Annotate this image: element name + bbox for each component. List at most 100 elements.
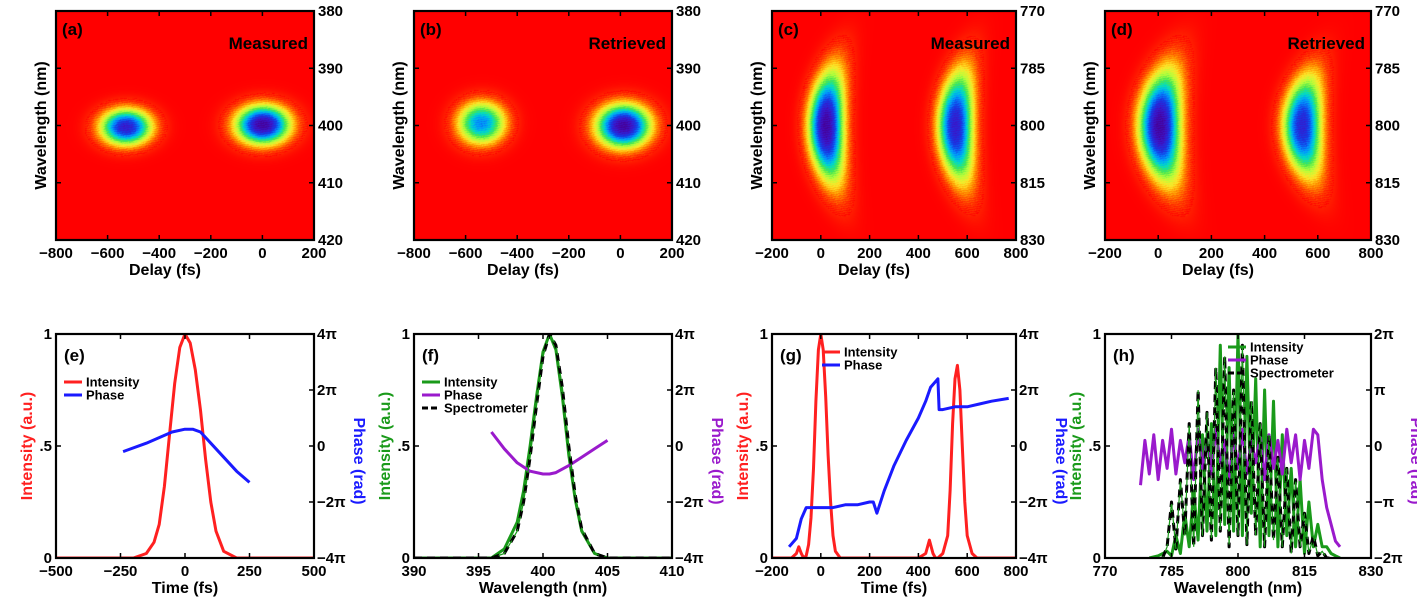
panel-label: (a) (62, 20, 83, 39)
y-tick-label: .5 (397, 438, 410, 455)
y-tick-label: 1 (1093, 326, 1101, 343)
x-tick-label: −800 (397, 245, 431, 262)
x-axis-label: Delay (fs) (129, 262, 201, 279)
legend-label-phase: Phase (444, 388, 482, 403)
x-tick-label: −200 (755, 245, 789, 262)
y-tick-label: 0 (1093, 550, 1101, 567)
x-axis-label: Wavelength (nm) (479, 580, 607, 597)
y2-tick-label: −2π (675, 494, 704, 511)
x-tick-label: 405 (595, 563, 620, 580)
x-tick-label: −600 (449, 245, 483, 262)
y2-tick-label: −2π (1019, 494, 1048, 511)
series-line-phase (787, 377, 1009, 548)
panel-label: (d) (1111, 20, 1133, 39)
legend-label-intensity: Intensity (1250, 340, 1304, 355)
legend-label-phase: Phase (86, 388, 124, 403)
x-tick-label: 200 (857, 563, 882, 580)
x-tick-label: 0 (817, 245, 825, 262)
y-tick-label: 0 (760, 550, 768, 567)
y-tick-label: 380 (676, 3, 701, 20)
y2-tick-label: −4π (1019, 550, 1048, 567)
plot-background (56, 334, 314, 558)
x-tick-label: 0 (258, 245, 266, 262)
x-tick-label: 400 (1252, 245, 1277, 262)
legend-label-intensity: Intensity (844, 345, 898, 360)
y-tick-label: 800 (1020, 118, 1045, 135)
panel-label: (e) (64, 346, 85, 365)
legend-label-intensity: Intensity (86, 375, 140, 390)
legend-label-intensity: Intensity (444, 375, 498, 390)
panel-title: Retrieved (1288, 34, 1365, 53)
y-tick-label: 0 (402, 550, 410, 567)
y-axis-label: Wavelength (nm) (1082, 61, 1099, 189)
y-tick-label: 785 (1020, 60, 1045, 77)
y-tick-label: 400 (676, 118, 701, 135)
y2-tick-label: 0 (317, 438, 325, 455)
y-axis-label-right: Phase (rad) (708, 417, 725, 504)
x-tick-label: 395 (466, 563, 491, 580)
y-tick-label: .5 (39, 438, 52, 455)
x-tick-label: 0 (817, 563, 825, 580)
x-tick-label: 250 (237, 563, 262, 580)
heatmap-panel-d: −200 0 200 400 600 800 770 785 800 815 830 (d) Retri… (1082, 3, 1400, 279)
y-tick-label: .5 (1088, 438, 1101, 455)
y-tick-label: 420 (318, 232, 343, 249)
y-tick-label: 830 (1020, 232, 1045, 249)
y-tick-label: 0 (44, 550, 52, 567)
heatmap-panel-b: −800 −600 −400 −200 0 200 380 390 400 410 420 (b) Re… (391, 3, 701, 279)
x-tick-label: 830 (1358, 563, 1383, 580)
y-axis-label-left: Intensity (a.u.) (19, 392, 36, 500)
panel-title: Measured (229, 34, 308, 53)
x-tick-label: −400 (500, 245, 534, 262)
y2-tick-label: −2π (317, 494, 346, 511)
y2-tick-label: π (1374, 382, 1386, 399)
y-tick-label: .5 (755, 438, 768, 455)
y2-tick-label: 0 (1019, 438, 1027, 455)
x-axis-label: Wavelength (nm) (1174, 580, 1302, 597)
panel-label: (h) (1113, 346, 1135, 365)
legend-label-phase: Phase (844, 358, 882, 373)
heatmap-image-c (772, 11, 1016, 240)
x-tick-label: −250 (104, 563, 138, 580)
y-tick-label: 400 (318, 118, 343, 135)
y-tick-label: 380 (318, 3, 343, 20)
heatmap-panel-a: −800 −600 −400 −200 0 200 380 390 400 410 420 (a) Me… (33, 3, 343, 279)
y2-tick-label: 0 (1374, 438, 1382, 455)
x-tick-label: 815 (1292, 563, 1317, 580)
x-tick-label: 390 (401, 563, 426, 580)
x-tick-label: 400 (530, 563, 555, 580)
series-group (56, 334, 314, 558)
y-tick-label: 830 (1375, 232, 1400, 249)
x-tick-label: −200 (194, 245, 228, 262)
y-tick-label: 390 (318, 60, 343, 77)
x-tick-label: 200 (659, 245, 684, 262)
x-tick-label: 200 (857, 245, 882, 262)
y-tick-label: 815 (1020, 175, 1045, 192)
x-tick-label: −500 (39, 563, 73, 580)
plot-background (414, 334, 672, 558)
y2-tick-label: 2π (317, 382, 337, 399)
x-tick-label: 600 (955, 563, 980, 580)
x-tick-label: 800 (1003, 563, 1028, 580)
x-tick-label: 400 (906, 563, 931, 580)
x-tick-label: −200 (755, 563, 789, 580)
legend-label-spectrometer: Spectrometer (1250, 366, 1334, 381)
y-tick-label: 410 (676, 175, 701, 192)
y2-tick-label: 2π (1019, 382, 1039, 399)
y2-tick-label: −4π (317, 550, 346, 567)
x-tick-label: −400 (142, 245, 176, 262)
plot-background (772, 334, 1016, 558)
x-tick-label: 600 (1305, 245, 1330, 262)
x-tick-label: 200 (1199, 245, 1224, 262)
heatmap-image-b (414, 11, 672, 240)
series-group (772, 334, 1016, 558)
x-tick-label: 0 (181, 563, 189, 580)
y-tick-label: 815 (1375, 175, 1400, 192)
heatmap-image-a (56, 11, 314, 240)
y-axis-label-right: Phase (rad) (1052, 417, 1069, 504)
series-line-spectrometer-accent (1162, 345, 1332, 558)
